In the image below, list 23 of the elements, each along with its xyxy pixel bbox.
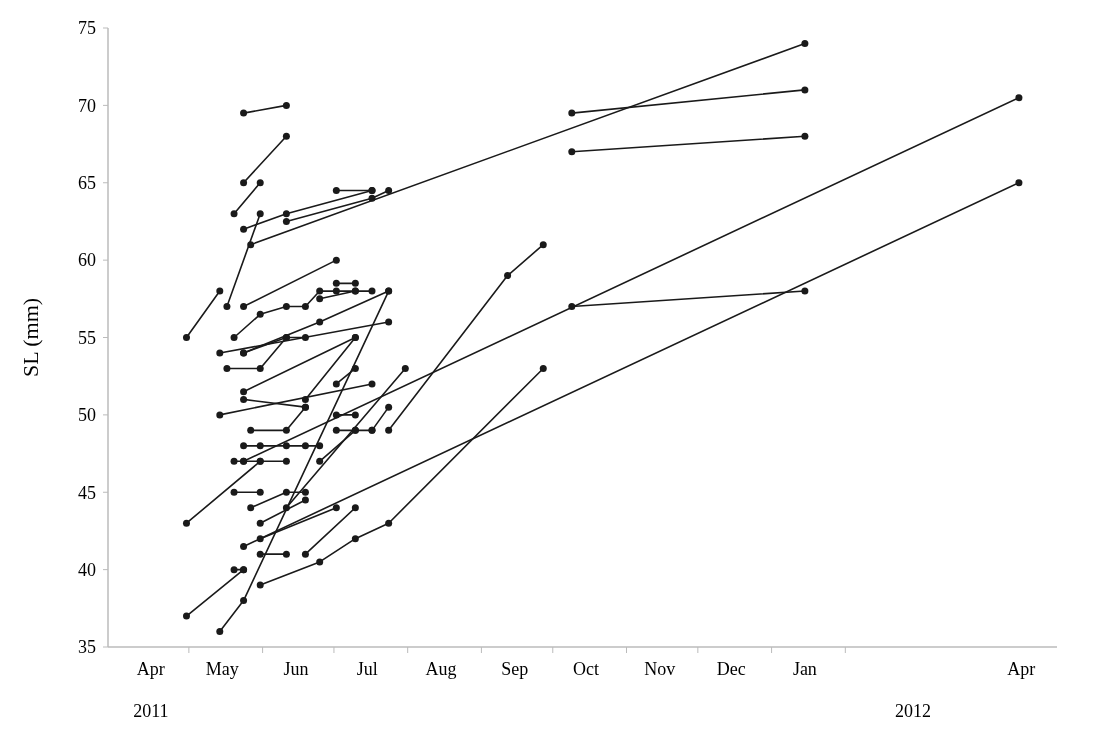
y-axis-title: SL (mm) [18, 297, 43, 378]
y-tick-label: 75 [78, 18, 96, 39]
text: 2012 [895, 701, 932, 721]
x-tick-label: Jan [792, 659, 817, 679]
x-tick-label: Apr [136, 659, 165, 679]
x-tick-label: Dec [716, 659, 746, 679]
x-tick-label: Jun [283, 659, 309, 679]
y-tick-label: 70 [78, 95, 96, 116]
y-tick-label: 65 [78, 173, 96, 194]
x-tick-label: May [205, 659, 239, 679]
text: 2011 [133, 701, 169, 721]
y-tick-label: 60 [78, 250, 96, 271]
x-tick-label: Oct [573, 659, 600, 679]
y-tick-label: 40 [78, 559, 96, 580]
x-tick-label: Aug [425, 659, 457, 679]
y-tick-label: 55 [78, 327, 96, 348]
x-tick-label: Sep [501, 659, 529, 679]
x-tick-label: Apr [1007, 659, 1036, 679]
y-tick-label: 50 [78, 405, 96, 426]
y-tick-label: 35 [78, 637, 96, 658]
x-tick-label: Nov [644, 659, 676, 679]
y-tick-label: 45 [78, 482, 96, 503]
x-tick-label: Jul [356, 659, 378, 679]
